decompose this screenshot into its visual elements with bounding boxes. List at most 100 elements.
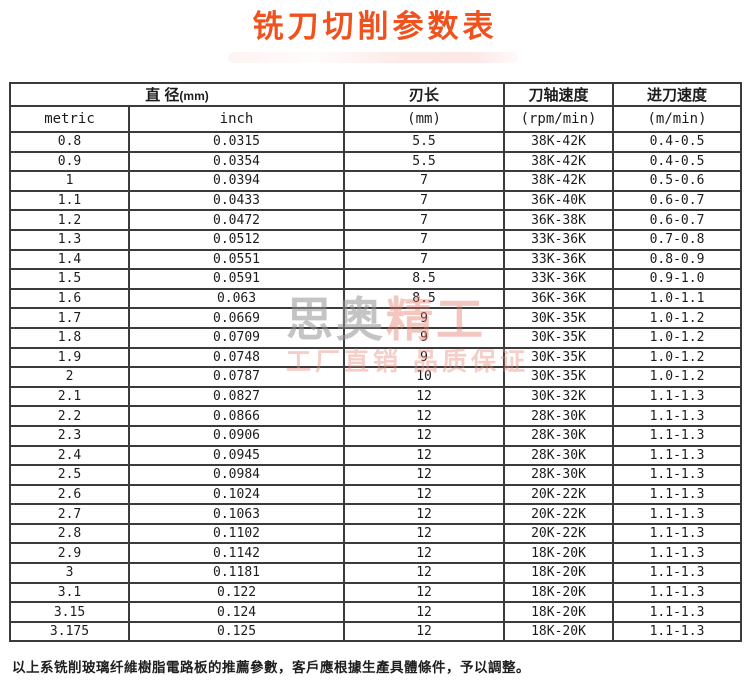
- cell-blade-length: 12: [343, 405, 506, 427]
- cell-inch: 0.0354: [127, 150, 346, 173]
- cell-metric: 2.7: [9, 503, 130, 525]
- header-diameter-unit: (mm): [179, 89, 209, 103]
- cell-inch: 0.0984: [127, 464, 346, 486]
- cell-metric: 1.3: [9, 228, 130, 251]
- cell-inch: 0.0591: [127, 268, 346, 290]
- cell-blade-length: 5.5: [343, 131, 506, 153]
- cell-blade-length: 12: [343, 620, 506, 643]
- cell-inch: 0.063: [127, 287, 346, 310]
- cell-metric: 2.1: [9, 385, 130, 408]
- cell-metric: 2.4: [9, 444, 130, 467]
- cell-feed-rate: 1.1-1.3: [612, 581, 743, 604]
- cell-feed-rate: 0.8-0.9: [612, 248, 743, 271]
- cell-blade-length: 5.5: [343, 150, 506, 173]
- cell-feed-rate: 1.1-1.3: [612, 562, 743, 584]
- cell-spindle-speed: 18K-20K: [503, 601, 615, 623]
- cell-metric: 1.4: [9, 248, 130, 271]
- cell-blade-length: 12: [343, 424, 506, 447]
- cell-blade-length: 12: [343, 542, 506, 565]
- cell-blade-length: 12: [343, 601, 506, 623]
- cell-feed-rate: 1.0-1.2: [612, 346, 743, 369]
- footnote: 以上系铣削玻璃纤維樹脂電路板的推薦參數，客戶應根據生產具體條件，予以調整。: [12, 660, 530, 675]
- header-blade-unit: (mm): [343, 105, 506, 133]
- cell-spindle-speed: 30K-35K: [503, 307, 615, 329]
- cell-inch: 0.0551: [127, 248, 346, 271]
- cell-metric: 1.9: [9, 346, 130, 369]
- cell-metric: 2.9: [9, 542, 130, 565]
- table-row: 2.3 0.0906 12 28K-30K 1.1-1.3: [9, 424, 743, 447]
- cell-metric: 1.7: [9, 307, 130, 329]
- cell-spindle-speed: 38K-42K: [503, 150, 615, 173]
- cell-inch: 0.0906: [127, 424, 346, 447]
- faint-watermark-smudge: [228, 52, 518, 63]
- cell-metric: 2.8: [9, 522, 130, 545]
- cell-blade-length: 7: [343, 209, 506, 231]
- cell-spindle-speed: 36K-40K: [503, 189, 615, 212]
- cell-blade-length: 12: [343, 503, 506, 525]
- table-row: 2.5 0.0984 12 28K-30K 1.1-1.3: [9, 464, 743, 486]
- cell-feed-rate: 0.9-1.0: [612, 268, 743, 290]
- table-row: 2.1 0.0827 12 30K-32K 1.1-1.3: [9, 385, 743, 408]
- cell-blade-length: 8.5: [343, 287, 506, 310]
- table-header: 直 径(mm) 刃长 刀轴速度 进刀速度 metric inch (mm) (r…: [8, 82, 743, 133]
- cell-spindle-speed: 28K-30K: [503, 464, 615, 486]
- header-spindle-unit: (rpm/min): [503, 105, 615, 133]
- cell-inch: 0.0394: [127, 170, 346, 192]
- cell-feed-rate: 0.7-0.8: [612, 228, 743, 251]
- cell-spindle-speed: 38K-42K: [503, 170, 615, 192]
- cell-metric: 0.8: [9, 131, 130, 153]
- table-row: 1.6 0.063 8.5 36K-36K 1.0-1.1: [9, 287, 743, 310]
- table-row: 2 0.0787 10 30K-35K 1.0-1.2: [9, 366, 743, 388]
- cell-spindle-speed: 18K-20K: [503, 581, 615, 604]
- cell-feed-rate: 1.1-1.3: [612, 424, 743, 447]
- table-row: 1 0.0394 7 38K-42K 0.5-0.6: [9, 170, 743, 192]
- cell-metric: 1.8: [9, 326, 130, 349]
- cell-spindle-speed: 18K-20K: [503, 562, 615, 584]
- header-metric: metric: [9, 105, 130, 133]
- cell-blade-length: 7: [343, 248, 506, 271]
- cell-metric: 2: [9, 366, 130, 388]
- cell-feed-rate: 0.6-0.7: [612, 209, 743, 231]
- cell-metric: 2.6: [9, 483, 130, 506]
- cell-blade-length: 8.5: [343, 268, 506, 290]
- cell-spindle-speed: 28K-30K: [503, 424, 615, 447]
- cell-feed-rate: 1.1-1.3: [612, 405, 743, 427]
- cell-metric: 1.2: [9, 209, 130, 231]
- cell-spindle-speed: 33K-36K: [503, 248, 615, 271]
- cell-blade-length: 9: [343, 326, 506, 349]
- header-row-1: 直 径(mm) 刃长 刀轴速度 进刀速度: [8, 82, 743, 107]
- header-row-2: metric inch (mm) (rpm/min) (m/min): [9, 105, 743, 133]
- table-row: 1.8 0.0709 9 30K-35K 1.0-1.2: [9, 326, 743, 349]
- cell-feed-rate: 1.1-1.3: [612, 444, 743, 467]
- cell-feed-rate: 1.0-1.2: [612, 366, 743, 388]
- cell-feed-rate: 1.0-1.2: [612, 307, 743, 329]
- cell-metric: 0.9: [9, 150, 130, 173]
- cell-spindle-speed: 20K-22K: [503, 522, 615, 545]
- cell-feed-rate: 1.1-1.3: [612, 601, 743, 623]
- table-row: 0.9 0.0354 5.5 38K-42K 0.4-0.5: [9, 150, 743, 173]
- cell-feed-rate: 1.0-1.2: [612, 326, 743, 349]
- cell-feed-rate: 1.1-1.3: [612, 464, 743, 486]
- cell-metric: 3.15: [9, 601, 130, 623]
- cell-spindle-speed: 20K-22K: [503, 503, 615, 525]
- cell-inch: 0.122: [127, 581, 346, 604]
- cell-inch: 0.0472: [127, 209, 346, 231]
- cell-inch: 0.0866: [127, 405, 346, 427]
- cell-spindle-speed: 30K-35K: [503, 326, 615, 349]
- cell-metric: 3: [9, 562, 130, 584]
- page-title: 铣刀切削参数表: [252, 9, 498, 44]
- table-row: 2.8 0.1102 12 20K-22K 1.1-1.3: [9, 522, 743, 545]
- cell-blade-length: 12: [343, 444, 506, 467]
- table-row: 3.15 0.124 12 18K-20K 1.1-1.3: [9, 601, 743, 623]
- cell-blade-length: 12: [343, 562, 506, 584]
- cell-blade-length: 7: [343, 170, 506, 192]
- cell-inch: 0.125: [127, 620, 346, 643]
- cell-feed-rate: 1.1-1.3: [612, 542, 743, 565]
- cell-inch: 0.0748: [127, 346, 346, 369]
- table-row: 1.7 0.0669 9 30K-35K 1.0-1.2: [9, 307, 743, 329]
- header-feed-rate: 进刀速度: [612, 82, 743, 107]
- cell-spindle-speed: 18K-20K: [503, 620, 615, 643]
- cell-spindle-speed: 33K-36K: [503, 228, 615, 251]
- header-feed-unit: (m/min): [612, 105, 743, 133]
- cell-spindle-speed: 30K-35K: [503, 346, 615, 369]
